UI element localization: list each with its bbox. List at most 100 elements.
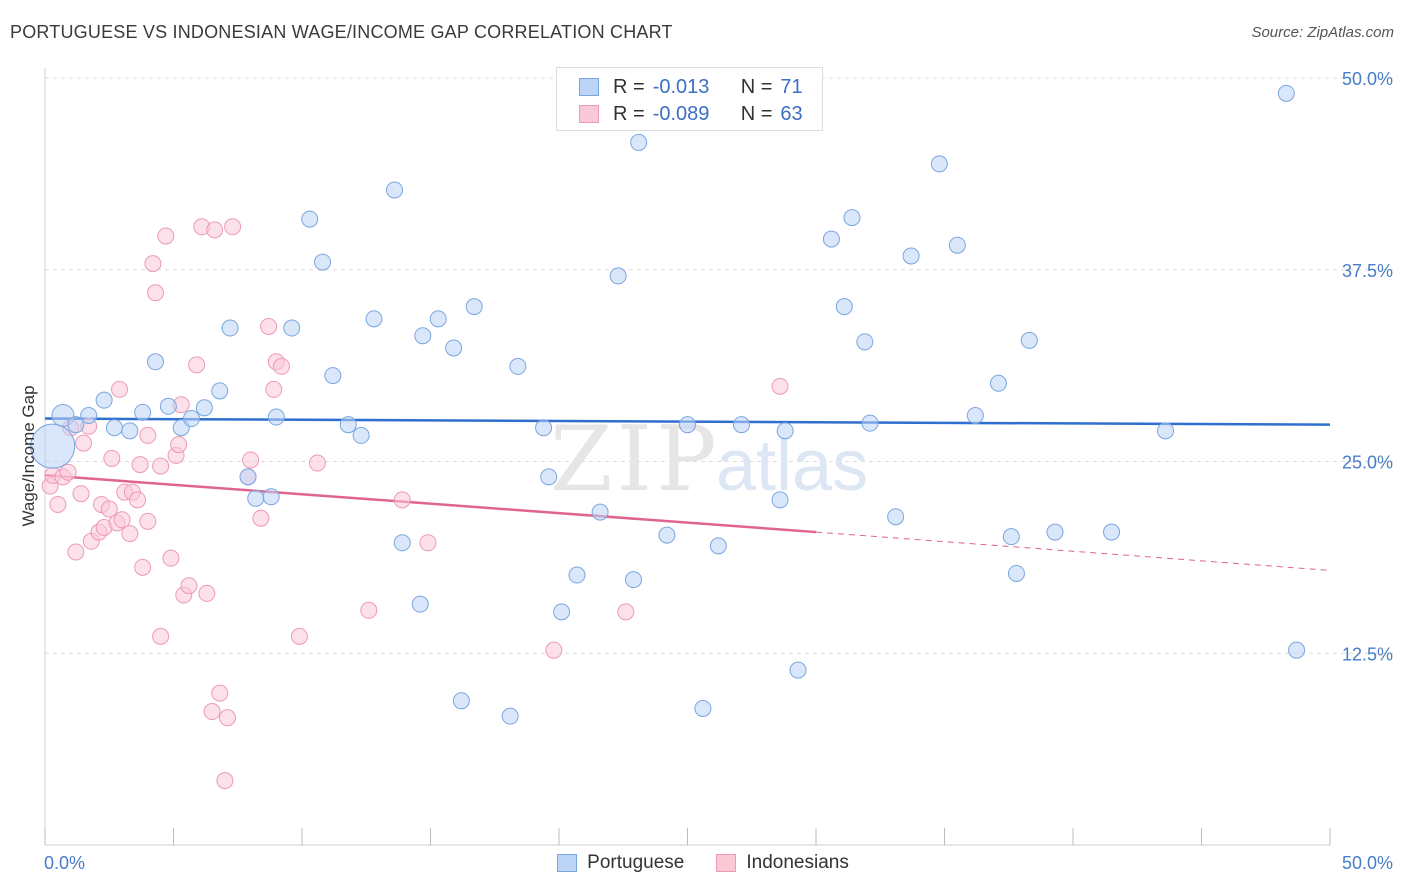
indonesians-point [134, 558, 152, 576]
portuguese-point [822, 230, 840, 248]
portuguese-point [95, 391, 113, 409]
portuguese-point [365, 310, 383, 328]
portuguese-point [630, 133, 648, 151]
portuguese-point [352, 426, 370, 444]
portuguese-point [843, 209, 861, 227]
portuguese-point [411, 595, 429, 613]
portuguese-point [553, 603, 571, 621]
portuguese-point [283, 319, 301, 337]
portuguese-point [221, 319, 239, 337]
portuguese-point [414, 327, 432, 345]
r-value: -0.089 [652, 102, 710, 125]
portuguese-point [386, 181, 404, 199]
indonesians-point [144, 255, 162, 273]
indonesians-point [393, 491, 411, 509]
indonesians-point [67, 543, 85, 561]
indonesians-point [224, 218, 242, 236]
portuguese-point [625, 571, 643, 589]
portuguese-swatch [579, 78, 599, 96]
indonesians-point [360, 601, 378, 619]
portuguese-point [1288, 641, 1306, 659]
x-tick-label: 50.0% [1342, 853, 1393, 873]
portuguese-point [262, 488, 280, 506]
portuguese-point [105, 419, 123, 437]
x-tick-label: 0.0% [44, 853, 85, 873]
series-legend: Portuguese Indonesians [0, 852, 1406, 874]
indonesians-point [203, 703, 221, 721]
indonesians-point [100, 500, 118, 518]
indonesians-point [157, 227, 175, 245]
portuguese-point [776, 422, 794, 440]
portuguese-point [67, 416, 85, 434]
portuguese-point [445, 339, 463, 357]
n-label: N = [740, 102, 773, 125]
indonesians-point [272, 357, 290, 375]
indonesians-point [139, 426, 157, 444]
portuguese-point [121, 422, 139, 440]
legend-item-indonesians[interactable]: Indonesians [716, 852, 849, 874]
correlation-legend: R = -0.013 N = 71 R = -0.089 N = 63 [556, 67, 823, 131]
indonesians-point [242, 451, 260, 469]
portuguese-point [30, 423, 76, 469]
indonesians-swatch [579, 105, 599, 123]
indonesians-point [260, 318, 278, 336]
indonesians-point [152, 627, 170, 645]
legend-label: Indonesians [746, 852, 849, 873]
legend-row-indonesians: R = -0.089 N = 63 [579, 101, 803, 127]
portuguese-point [134, 403, 152, 421]
indonesians-point [617, 603, 635, 621]
portuguese-point [452, 692, 470, 710]
indonesians-point [419, 534, 437, 552]
portuguese-point [789, 661, 807, 679]
portuguese-point [658, 526, 676, 544]
indonesians-point [211, 684, 229, 702]
portuguese-point [393, 534, 411, 552]
portuguese-point [339, 416, 357, 434]
indonesians-point [59, 463, 77, 481]
y-tick-label: 12.5% [1342, 644, 1393, 664]
portuguese-point [709, 537, 727, 555]
portuguese-points [30, 84, 1306, 725]
portuguese-point [211, 382, 229, 400]
portuguese-point [324, 367, 342, 385]
indonesians-trend-extension [815, 531, 1331, 571]
watermark-atlas: atlas [716, 426, 868, 506]
indonesians-point [308, 454, 326, 472]
portuguese-point [535, 419, 553, 437]
portuguese-point [1020, 331, 1038, 349]
n-value: 63 [780, 102, 803, 125]
portuguese-point [694, 699, 712, 717]
y-axis-label: Wage/Income Gap [19, 385, 38, 526]
portuguese-point [835, 298, 853, 316]
r-label: R = [613, 102, 645, 125]
portuguese-point [856, 333, 874, 351]
portuguese-point [948, 236, 966, 254]
indonesians-point [75, 434, 93, 452]
portuguese-point [966, 406, 984, 424]
indonesians-point [72, 485, 90, 503]
indonesians-swatch [716, 854, 737, 872]
portuguese-point [540, 468, 558, 486]
indonesians-point [162, 549, 180, 567]
y-tick-label: 50.0% [1342, 69, 1393, 89]
portuguese-point [591, 503, 609, 521]
portuguese-point [314, 253, 332, 271]
indonesians-trend-line [44, 474, 817, 534]
indonesians-point [49, 495, 67, 513]
r-label: R = [613, 75, 645, 98]
portuguese-point [1002, 528, 1020, 546]
portuguese-point [80, 406, 98, 424]
grid-lines [45, 77, 1395, 654]
legend-item-portuguese[interactable]: Portuguese [557, 852, 684, 874]
portuguese-point [195, 399, 213, 417]
portuguese-point [1046, 523, 1064, 541]
portuguese-point [732, 416, 750, 434]
chart-title: PORTUGUESE VS INDONESIAN WAGE/INCOME GAP… [10, 22, 673, 42]
indonesians-point [170, 436, 188, 454]
indonesians-point [198, 584, 216, 602]
indonesians-points [41, 218, 789, 790]
portuguese-point [429, 310, 447, 328]
portuguese-point [247, 489, 265, 507]
portuguese-point [771, 491, 789, 509]
